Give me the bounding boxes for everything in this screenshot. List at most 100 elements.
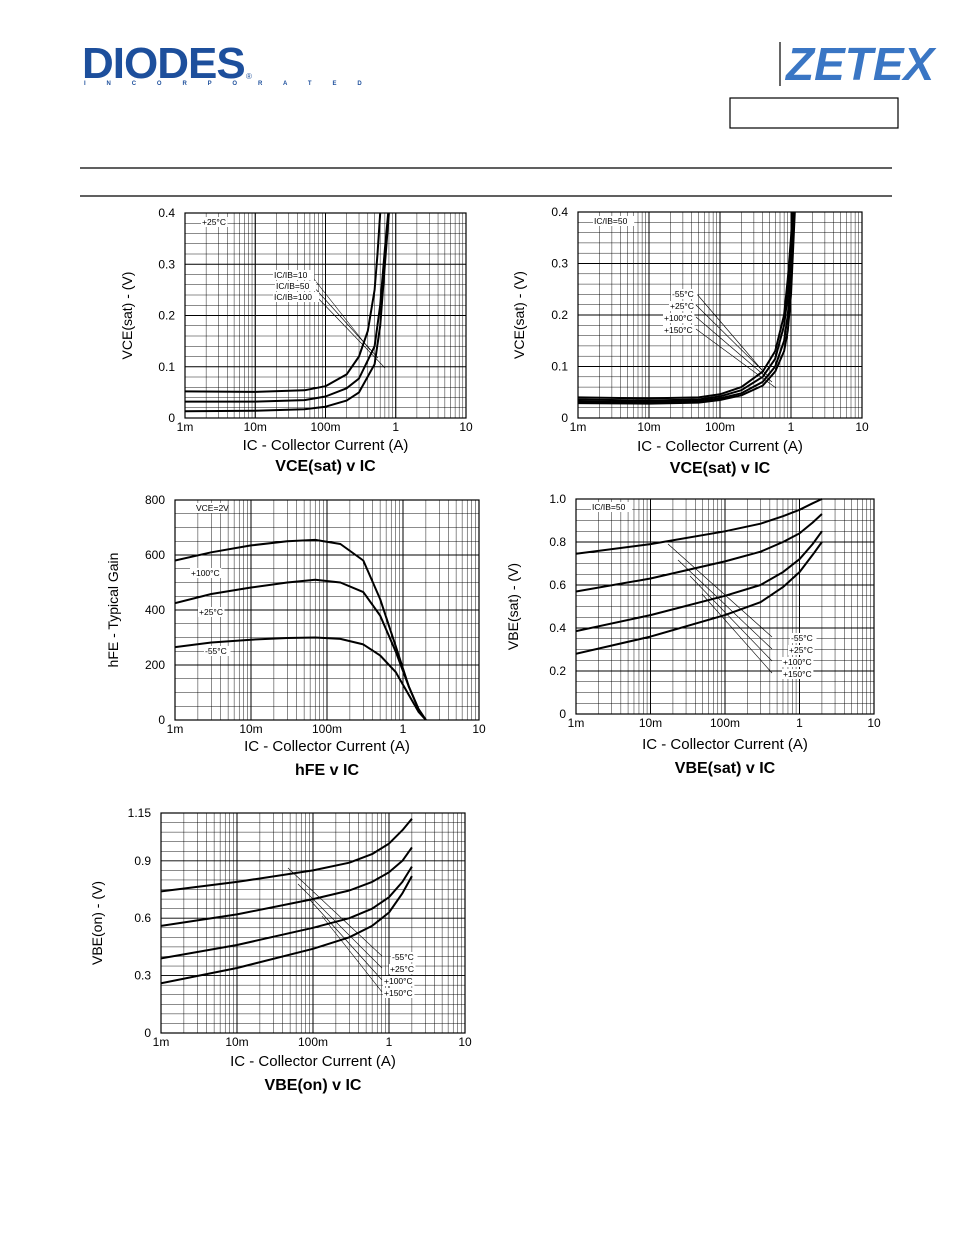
zetex-logo: ZETEX [779,38,937,90]
annotation-bg [591,502,633,512]
annotation-bg [273,270,315,280]
x-tick-label: 1 [796,716,803,730]
series-line [576,513,823,593]
x-tick-label: 10 [472,722,486,736]
series-line [578,211,795,403]
chart-title: VCE(sat) v IC [275,458,376,475]
x-axis-label: IC - Collector Current (A) [642,736,808,753]
chart-5: 1m 10m 100m 1 10 0 0.3 0.6 0.9 1.15 IC - Collector… [89,806,472,1094]
annotation-bg [195,503,227,513]
chart-grid [174,499,480,721]
x-tick-label: 100m [298,1035,328,1049]
chart-annotation: +25°C [199,607,223,617]
series-line [185,212,382,393]
annotation-leader [695,304,769,377]
y-axis-label: hFE - Typical Gain [105,553,121,668]
annotation-bg [663,325,695,335]
annotation-bg [273,292,320,302]
x-tick-label: 10m [639,716,662,730]
series-line [175,578,427,720]
x-tick-label: 1 [788,420,795,434]
annotation-bg [190,568,222,578]
annotation-bg [669,301,696,311]
x-tick-label: 100m [312,722,342,736]
y-tick-label: 0.4 [158,206,175,220]
chart-annotation: -55°C [205,646,227,656]
chart-annotation: +150°C [783,669,812,679]
chart-grid [184,212,467,419]
y-tick-label: 1.15 [128,806,152,820]
plot-frame [577,211,863,419]
x-tick-label: 10m [637,420,660,434]
chart-4: 1m 10m 100m 1 10 0 0.2 0.4 0.6 0.8 1.0 IC - Collect… [505,492,881,777]
chart-annotation: IC/IB=50 [592,502,626,512]
annotation-bg [383,976,415,986]
y-tick-label: 200 [145,658,165,672]
y-tick-label: 0.2 [551,308,568,322]
annotation-leader [287,867,383,957]
series-line [161,866,413,960]
y-tick-label: 1.0 [549,492,566,506]
y-tick-label: 0.1 [158,360,175,374]
x-axis-label: IC - Collector Current (A) [637,438,803,455]
x-tick-label: 10 [855,420,869,434]
x-tick-label: 10m [244,420,267,434]
series-line [578,211,796,405]
annotation-leader [677,559,773,650]
series-line [578,211,794,400]
plot-frame [174,499,480,721]
chart-grid [577,211,863,419]
chart-annotation: +100°C [191,568,220,578]
x-axis-label: IC - Collector Current (A) [230,1053,396,1070]
annotation-leader [309,899,383,981]
registered-mark: ® [246,72,252,81]
x-tick-label: 10m [239,722,262,736]
annotation-leader [695,328,777,389]
y-tick-label: 400 [145,603,165,617]
plot-frame [160,812,466,1034]
x-tick-label: 1m [167,722,184,736]
series-line [161,818,413,893]
series-line [161,875,413,985]
diodes-logo: DIODES ® I N C O R P O R A T E D [82,39,371,88]
y-tick-label: 0 [144,1026,151,1040]
chart-1: 1m 10m 100m 1 10 0 0.1 0.2 0.3 0.4 IC - Collector … [119,206,473,475]
annotation-bg [383,988,415,998]
x-tick-label: 1 [386,1035,393,1049]
annotation-leader [667,543,773,638]
diodes-logo-text: DIODES [82,39,245,88]
chart-annotation: +25°C [789,645,813,655]
x-tick-label: 100m [710,716,740,730]
chart-3: 1m 10m 100m 1 10 0 200 400 600 800 IC - Collector … [105,493,486,779]
chart-title: hFE v IC [295,762,359,779]
part-number-box [729,97,899,129]
series-line [576,541,823,655]
annotation-bg [275,281,317,291]
y-tick-label: 0.2 [158,309,175,323]
series-line [576,498,823,555]
chart-annotation: +100°C [384,976,413,986]
chart-title: VBE(on) v IC [265,1077,362,1094]
chart-annotation: +150°C [664,325,693,335]
series-line [175,636,427,720]
annotation-bg [389,964,416,974]
diodes-logo-subtext: I N C O R P O R A T E D [84,81,371,87]
y-tick-label: 0.3 [134,969,151,983]
annotation-bg [391,952,418,962]
annotation-bg [198,607,225,617]
chart-grid [160,812,466,1034]
annotation-leader [695,292,763,371]
y-tick-label: 0 [559,707,566,721]
chart-annotation: +100°C [783,657,812,667]
annotation-bg [671,289,698,299]
chart-annotation: VCE=2V [196,503,229,513]
y-tick-label: 0.9 [134,854,151,868]
zetex-logo-text: ZETEX [784,38,937,90]
chart-annotation: IC/IB=50 [276,281,310,291]
chart-title: VCE(sat) v IC [670,460,771,477]
x-tick-label: 100m [705,420,735,434]
x-tick-label: 1m [570,420,587,434]
chart-title: VBE(sat) v IC [675,760,776,777]
x-tick-label: 10 [458,1035,472,1049]
chart-annotation: -55°C [672,289,694,299]
